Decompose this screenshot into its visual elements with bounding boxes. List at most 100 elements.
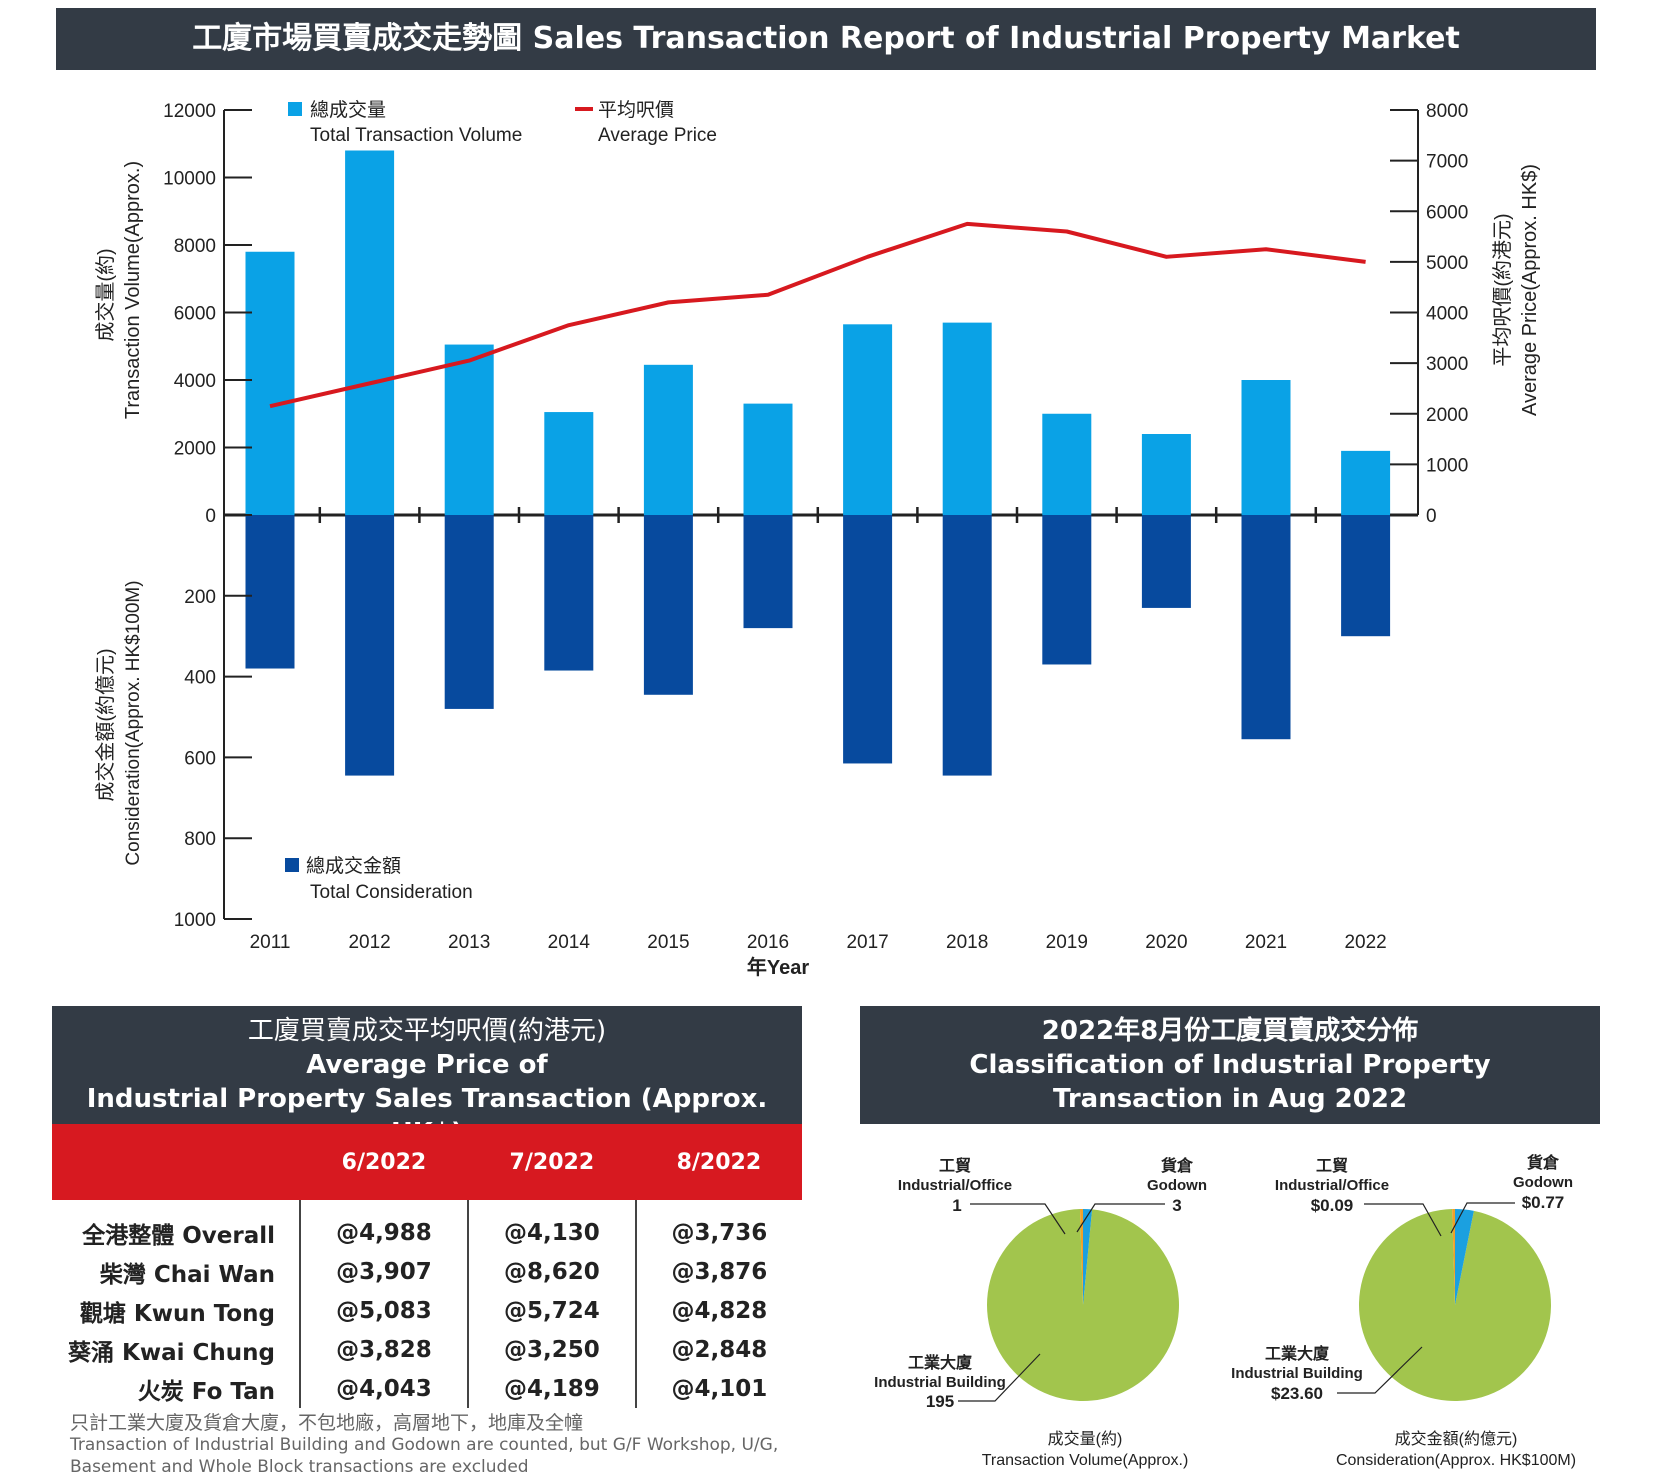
price-cell: @3,736 [634, 1200, 802, 1252]
volume-bar [1042, 413, 1092, 515]
volume-bar [544, 412, 594, 515]
legend-price-en: Average Price [598, 125, 717, 146]
pie1-godown-leader [1076, 1203, 1165, 1233]
region-cell: 柴灣 Chai Wan [99, 1261, 275, 1288]
consideration-bar [1341, 515, 1391, 637]
pie-title-3: Transaction in Aug 2022 [1052, 1084, 1408, 1114]
price-cell: @4,189 [466, 1369, 636, 1408]
price-title-zh: 工廈買賣成交平均呎價(約港元) [247, 1016, 607, 1046]
y-tick-label: 200 [184, 587, 216, 608]
region-cell: 葵涌 Kwai Chung [68, 1339, 275, 1366]
left-lower-axis-title-en: Consideration(Approx. HK$100M) [123, 580, 144, 865]
price-cell: @3,876 [634, 1252, 802, 1291]
pie-title-banner: 2022年8月份工廈買賣成交分佈 Classification of Indus… [860, 1006, 1600, 1124]
consideration-bar [345, 515, 395, 776]
pie1-godown-value: 3 [1172, 1196, 1181, 1215]
table-row: 火炭 Fo Tan @4,043 @4,189 @4,101 [52, 1369, 802, 1408]
consideration-bar [743, 515, 793, 629]
volume-bar [942, 322, 992, 515]
x-tick-label: 2022 [1344, 932, 1386, 953]
y-tick-label: 1000 [174, 910, 216, 931]
left-lower-axis-title-zh: 成交金額(約億元) [94, 648, 117, 801]
price-cell: @3,250 [466, 1330, 636, 1369]
pie1-slice-godown [1083, 1209, 1093, 1305]
price-table-corner [52, 1124, 300, 1200]
price-cell: @4,988 [299, 1200, 468, 1252]
legend-volume-swatch [288, 102, 302, 116]
x-tick-label: 2014 [548, 932, 591, 953]
pie2-industrial-building-leader [1337, 1346, 1423, 1394]
right-tick-label: 2000 [1426, 405, 1468, 426]
pie2-industrial-office-en: Industrial/Office [1275, 1177, 1389, 1194]
y-tick-label: 600 [184, 748, 216, 769]
consideration-bar [942, 515, 992, 776]
price-table-col-header: 7/2022 [467, 1124, 636, 1200]
region-cell: 全港整體 Overall [82, 1222, 275, 1249]
price-cell: @3,828 [299, 1330, 468, 1369]
volume-bar [843, 324, 893, 515]
pie-title-1: 2022年8月份工廈買賣成交分佈 [1041, 1016, 1419, 1046]
table-row: 柴灣 Chai Wan @3,907 @8,620 @3,876 [52, 1252, 802, 1291]
pie2-industrial-office-zh: 工貿 [1316, 1156, 1348, 1175]
consideration-bar [444, 515, 494, 709]
x-tick-label: 2013 [448, 932, 490, 953]
consideration-bar [1042, 515, 1092, 665]
y-tick-label: 400 [184, 668, 216, 689]
pie1-caption-zh: 成交量(約) [1048, 1430, 1123, 1448]
right-tick-label: 3000 [1426, 354, 1468, 375]
x-tick-label: 2017 [846, 932, 888, 953]
price-table: 6/2022 7/2022 8/2022 全港整體 Overall @4,988… [52, 1124, 802, 1408]
price-cell: @4,101 [634, 1369, 802, 1408]
right-tick-label: 4000 [1426, 304, 1468, 325]
price-cell: @4,043 [299, 1369, 468, 1408]
pie1-slice-industrial-office [1079, 1209, 1083, 1305]
price-cell: @5,083 [299, 1291, 468, 1330]
x-tick-label: 2016 [747, 932, 789, 953]
price-table-header-row: 6/2022 7/2022 8/2022 [52, 1124, 802, 1200]
price-table-col-header: 8/2022 [635, 1124, 802, 1200]
y-tick-label: 6000 [174, 304, 216, 325]
price-cell: @3,907 [299, 1252, 468, 1291]
right-tick-label: 1000 [1426, 455, 1468, 476]
right-axis-title-zh: 平均呎價(約港元) [1491, 213, 1514, 366]
x-tick-label: 2019 [1046, 932, 1088, 953]
pie1-industrial-office-leader [970, 1203, 1066, 1235]
pie1-industrial-office-zh: 工貿 [939, 1156, 971, 1175]
pie1-industrial-office-value: 1 [952, 1196, 961, 1215]
volume-bar [743, 403, 793, 515]
consideration-bar [245, 515, 295, 669]
right-axis-title-en: Average Price(Approx. HK$) [1519, 164, 1541, 416]
pie1-caption-en: Transaction Volume(Approx.) [982, 1452, 1189, 1469]
pie-title-2: Classification of Industrial Property [969, 1050, 1491, 1080]
x-tick-label: 2018 [946, 932, 988, 953]
right-tick-label: 5000 [1426, 253, 1468, 274]
pie2-industrial-building-zh: 工業大廈 [1265, 1344, 1329, 1363]
region-cell: 火炭 Fo Tan [137, 1378, 275, 1405]
pie1-godown-zh: 貨倉 [1161, 1156, 1194, 1175]
pie1-slice-industrial-building [987, 1209, 1180, 1402]
pie2-industrial-building-value: $23.60 [1271, 1384, 1323, 1403]
pie2-slice-godown [1455, 1209, 1474, 1305]
y-tick-label: 0 [205, 506, 216, 527]
right-tick-label: 8000 [1426, 101, 1468, 122]
table-row: 觀塘 Kwun Tong @5,083 @5,724 @4,828 [52, 1291, 802, 1330]
volume-bar [1241, 380, 1291, 515]
pie2-caption-zh: 成交金額(約億元) [1395, 1430, 1518, 1448]
y-tick-label: 2000 [174, 439, 216, 460]
pie1-industrial-building-en: Industrial Building [874, 1374, 1006, 1391]
y-tick-label: 10000 [163, 169, 216, 190]
left-upper-axis-title-zh: 成交量(約) [94, 248, 117, 341]
pie1-industrial-building-zh: 工業大廈 [908, 1353, 972, 1372]
y-tick-label: 12000 [163, 101, 216, 122]
legend-consideration-zh: 總成交金額 [306, 855, 401, 877]
legend-consideration-en: Total Consideration [310, 882, 473, 903]
legend-volume-zh: 總成交量 [310, 99, 386, 121]
footnote-en: Transaction of Industrial Building and G… [70, 1435, 779, 1477]
x-axis-title: 年Year [747, 955, 809, 979]
volume-bar [643, 364, 693, 515]
price-title-en-1: Average Price of [306, 1050, 548, 1080]
pie1-godown-en: Godown [1147, 1177, 1207, 1194]
y-tick-label: 8000 [174, 236, 216, 257]
legend-consideration-swatch [285, 858, 299, 872]
price-cell: @5,724 [466, 1291, 636, 1330]
